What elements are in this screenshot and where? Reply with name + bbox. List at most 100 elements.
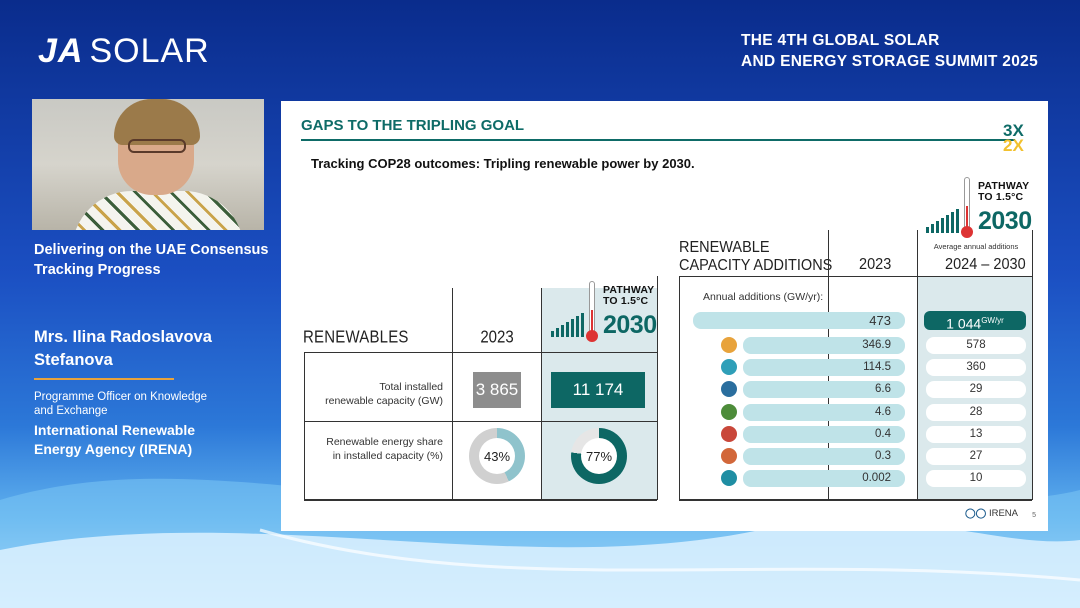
irena-logo: ◯◯ IRENA: [965, 508, 1018, 519]
pathway-line2-left: TO 1.5°C: [603, 295, 649, 307]
speaker-divider: [34, 378, 174, 380]
row-2030-value: 29: [926, 381, 1026, 399]
speaker-glasses: [128, 139, 186, 153]
summit-title-line2: AND ENERGY STORAGE SUMMIT 2025: [741, 53, 1038, 70]
total-additions-2030: 1 044GW/yr: [924, 311, 1026, 332]
csp-icon: [721, 448, 737, 464]
total-capacity-label-line2: renewable capacity (GW): [325, 395, 443, 407]
divider: [304, 352, 305, 500]
divider: [304, 499, 657, 501]
row-2023-value: 114.5: [743, 359, 905, 377]
share-donut-2023: 43%: [469, 428, 525, 484]
divider: [452, 288, 453, 500]
tripling-logo-top: 3X: [1003, 121, 1024, 140]
slide-title-rule: [301, 139, 1015, 141]
pathway-text-right: PATHWAY TO 1.5°C: [978, 181, 1038, 203]
summit-title: THE 4TH GLOBAL SOLAR AND ENERGY STORAGE …: [741, 30, 1038, 72]
avg-additions-label: Average annual additions: [933, 242, 1019, 251]
divider: [657, 276, 658, 500]
solar-icon: [721, 337, 737, 353]
speaker-name: Mrs. Ilina Radoslavova Stefanova: [34, 326, 254, 372]
row-2023-value: 0.3: [743, 448, 905, 465]
speaker-video: [32, 99, 264, 230]
pathway-line1-left: PATHWAY: [603, 284, 655, 296]
bars-icon: [551, 313, 584, 337]
capacity-additions-header-line2: CAPACITY ADDITIONS: [679, 256, 833, 275]
total-capacity-2023: 3 865: [473, 372, 521, 408]
page-number: 5: [1032, 512, 1036, 519]
total-capacity-2030: 11 174: [551, 372, 645, 408]
divider: [541, 288, 542, 500]
capacity-additions-header-line1: RENEWABLE: [679, 239, 770, 257]
brand-logo-text: SOLAR: [89, 32, 210, 70]
total-additions-2023: 473: [693, 312, 905, 329]
session-title-line2: Tracking Progress: [34, 262, 161, 278]
total-additions-2030-value: 1 044: [946, 315, 982, 332]
speaker-organization: International Renewable Energy Agency (I…: [34, 421, 234, 459]
total-additions-unit: GW/yr: [981, 316, 1004, 325]
tripling-logo: 3X 2X: [1003, 121, 1024, 155]
divider: [679, 276, 1032, 277]
session-title-line1: Delivering on the UAE Consensus: [34, 242, 269, 258]
session-title: Delivering on the UAE Consensus Tracking…: [34, 240, 268, 280]
renewables-2023-header: 2023: [480, 327, 514, 348]
total-capacity-label-line1: Total installed: [379, 381, 443, 393]
re-share-label-line2: in installed capacity (%): [332, 450, 443, 462]
annual-additions-label: Annual additions (GW/yr):: [703, 291, 824, 303]
speaker-name-line2: Stefanova: [34, 351, 113, 369]
share-donut-2030-label: 77%: [581, 438, 617, 474]
slide-subtitle: Tracking COP28 outcomes: Tripling renewa…: [311, 156, 695, 171]
divider: [304, 352, 657, 353]
row-2023-value: 0.002: [743, 470, 905, 488]
thermometer-icon: [586, 281, 598, 342]
marine-icon: [721, 470, 737, 487]
thermometer-icon: [961, 177, 973, 238]
additions-range-header: 2024 – 2030: [945, 256, 1026, 274]
divider: [917, 230, 918, 500]
row-2030-value: 10: [926, 470, 1026, 488]
bioenergy-icon: [721, 403, 737, 420]
speaker-body: [72, 191, 244, 230]
speaker-role-line1: Programme Officer on Knowledge: [34, 391, 208, 403]
brand-logo-bold: JA: [38, 32, 84, 70]
additions-2023-header: 2023: [859, 256, 892, 274]
row-2030-value: 13: [926, 425, 1026, 443]
pathway-year-right: 2030: [978, 207, 1032, 235]
divider: [679, 499, 1032, 501]
divider: [304, 421, 657, 422]
row-2030-value: 578: [926, 337, 1026, 354]
speaker-role: Programme Officer on Knowledge and Excha…: [34, 390, 234, 418]
pathway-year-left: 2030: [603, 311, 657, 339]
share-donut-2030: 77%: [571, 428, 627, 484]
geothermal-icon: [721, 425, 737, 442]
divider: [679, 276, 680, 500]
divider: [1032, 230, 1033, 500]
pathway-text-left: PATHWAY TO 1.5°C: [603, 285, 663, 307]
speaker-name-line1: Mrs. Ilina Radoslavova: [34, 328, 212, 346]
wind-icon: [721, 359, 737, 376]
tripling-logo-bottom: 2X: [1003, 136, 1024, 155]
speaker-organization-line1: International Renewable: [34, 422, 196, 438]
row-2030-value: 28: [926, 403, 1026, 421]
bars-icon: [926, 209, 959, 233]
share-donut-2023-label: 43%: [479, 438, 515, 474]
pathway-line2-right: TO 1.5°C: [978, 191, 1024, 203]
row-2023-value: 4.6: [743, 403, 905, 421]
brand-logo: JA SOLAR: [38, 32, 210, 71]
irena-logo-text: IRENA: [988, 508, 1018, 519]
pathway-line1-right: PATHWAY: [978, 180, 1030, 192]
summit-title-line1: THE 4TH GLOBAL SOLAR: [741, 32, 940, 49]
hydro-icon: [721, 381, 737, 398]
presentation-slide: GAPS TO THE TRIPLING GOAL 3X 2X Tracking…: [281, 101, 1048, 531]
speaker-hair: [114, 99, 200, 145]
re-share-label: Renewable energy share in installed capa…: [311, 435, 443, 463]
row-2023-value: 0.4: [743, 425, 905, 443]
row-2030-value: 360: [926, 359, 1026, 377]
re-share-label-line1: Renewable energy share: [326, 436, 443, 448]
total-capacity-label: Total installed renewable capacity (GW): [311, 380, 443, 408]
speaker-organization-line2: Energy Agency (IRENA): [34, 441, 193, 457]
row-2030-value: 27: [926, 448, 1026, 465]
renewables-header: RENEWABLES: [303, 327, 409, 348]
row-2023-value: 346.9: [743, 337, 905, 354]
slide-title: GAPS TO THE TRIPLING GOAL: [301, 117, 525, 134]
